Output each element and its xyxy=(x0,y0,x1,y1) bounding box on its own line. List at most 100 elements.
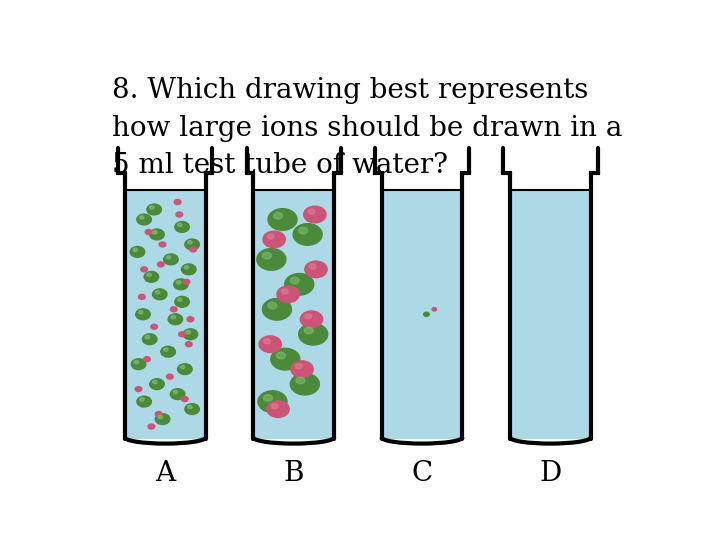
Circle shape xyxy=(271,404,278,409)
Text: 8. Which drawing best represents: 8. Which drawing best represents xyxy=(112,77,589,104)
Circle shape xyxy=(174,279,188,290)
Circle shape xyxy=(263,231,285,248)
Circle shape xyxy=(185,404,199,415)
Polygon shape xyxy=(510,173,591,439)
Circle shape xyxy=(262,299,292,320)
Circle shape xyxy=(141,267,148,272)
Circle shape xyxy=(178,223,182,227)
Circle shape xyxy=(140,398,144,401)
Text: C: C xyxy=(411,460,433,487)
Circle shape xyxy=(305,314,312,319)
Circle shape xyxy=(185,239,199,250)
Circle shape xyxy=(277,286,300,302)
Circle shape xyxy=(153,380,157,384)
Circle shape xyxy=(304,206,326,223)
Circle shape xyxy=(150,379,164,389)
Circle shape xyxy=(268,208,297,230)
Text: A: A xyxy=(156,460,176,487)
Circle shape xyxy=(305,261,327,278)
Circle shape xyxy=(300,311,323,328)
Circle shape xyxy=(267,234,274,239)
Circle shape xyxy=(190,247,197,252)
Circle shape xyxy=(188,241,192,244)
Circle shape xyxy=(158,262,164,267)
Circle shape xyxy=(188,406,192,409)
Circle shape xyxy=(284,274,314,295)
Circle shape xyxy=(267,401,289,417)
Circle shape xyxy=(137,214,151,225)
Circle shape xyxy=(140,216,144,219)
Circle shape xyxy=(257,248,286,270)
Circle shape xyxy=(175,221,189,232)
Circle shape xyxy=(147,204,161,215)
Circle shape xyxy=(296,377,305,384)
Circle shape xyxy=(143,334,157,345)
Circle shape xyxy=(150,206,154,209)
Circle shape xyxy=(144,272,158,282)
Circle shape xyxy=(150,229,164,240)
Polygon shape xyxy=(253,173,334,439)
Text: 5 ml test tube of water?: 5 ml test tube of water? xyxy=(112,152,449,179)
Circle shape xyxy=(134,360,138,364)
Circle shape xyxy=(181,396,188,402)
Circle shape xyxy=(184,266,189,269)
Circle shape xyxy=(186,330,190,334)
Circle shape xyxy=(166,374,173,379)
Circle shape xyxy=(147,273,151,276)
Circle shape xyxy=(259,336,282,353)
Circle shape xyxy=(262,252,271,259)
Circle shape xyxy=(159,242,166,247)
Circle shape xyxy=(183,279,190,285)
Circle shape xyxy=(305,327,313,334)
Circle shape xyxy=(274,212,282,219)
Polygon shape xyxy=(382,190,462,439)
Text: B: B xyxy=(284,460,304,487)
Polygon shape xyxy=(382,173,462,439)
Circle shape xyxy=(163,348,168,352)
Circle shape xyxy=(264,395,272,401)
Circle shape xyxy=(143,357,150,362)
Circle shape xyxy=(173,390,178,394)
Circle shape xyxy=(153,231,157,234)
Circle shape xyxy=(423,312,429,316)
Circle shape xyxy=(293,224,322,245)
Circle shape xyxy=(282,289,288,294)
Circle shape xyxy=(175,296,189,307)
Circle shape xyxy=(166,255,171,259)
Circle shape xyxy=(171,315,176,319)
Circle shape xyxy=(130,246,145,258)
Circle shape xyxy=(135,387,142,392)
Circle shape xyxy=(171,307,177,312)
Polygon shape xyxy=(253,190,334,439)
Circle shape xyxy=(186,342,192,347)
Circle shape xyxy=(271,348,300,370)
Circle shape xyxy=(299,323,328,345)
Circle shape xyxy=(156,291,160,294)
Circle shape xyxy=(276,352,285,359)
Polygon shape xyxy=(125,173,206,439)
Circle shape xyxy=(291,361,313,377)
Circle shape xyxy=(264,339,270,344)
Circle shape xyxy=(136,309,150,320)
Circle shape xyxy=(187,317,194,322)
Circle shape xyxy=(295,364,302,369)
Circle shape xyxy=(174,199,181,205)
Circle shape xyxy=(133,248,138,252)
Circle shape xyxy=(299,227,307,234)
Circle shape xyxy=(181,264,196,275)
Circle shape xyxy=(148,424,155,429)
Circle shape xyxy=(153,289,167,300)
Circle shape xyxy=(138,294,145,299)
Circle shape xyxy=(137,396,151,407)
Circle shape xyxy=(150,324,158,329)
Circle shape xyxy=(163,254,178,265)
Circle shape xyxy=(158,415,163,418)
Circle shape xyxy=(179,332,186,337)
Polygon shape xyxy=(510,190,591,439)
Circle shape xyxy=(156,411,162,416)
Circle shape xyxy=(171,389,185,400)
Circle shape xyxy=(138,310,143,314)
Text: D: D xyxy=(539,460,562,487)
Circle shape xyxy=(181,366,185,369)
Circle shape xyxy=(176,281,181,284)
